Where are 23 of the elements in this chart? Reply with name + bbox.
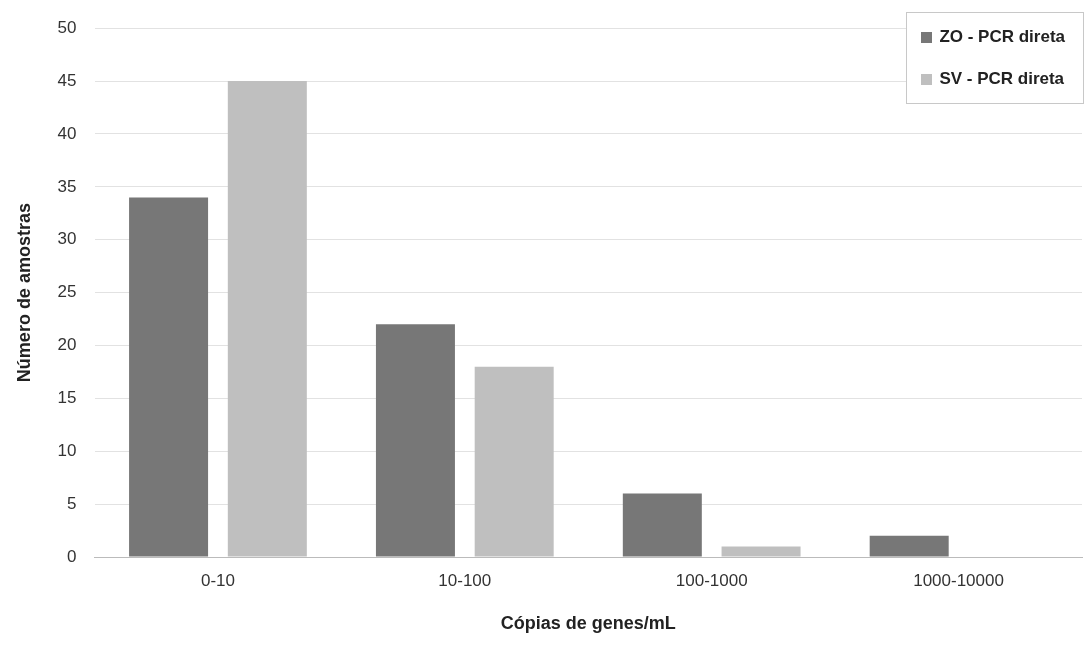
y-tick-label: 35 <box>57 176 77 196</box>
bar <box>129 197 209 557</box>
bar <box>622 493 702 557</box>
y-tick-label: 15 <box>57 388 77 408</box>
y-tick-label: 20 <box>57 335 77 355</box>
x-tick-label: 1000-10000 <box>913 570 1004 590</box>
y-tick-label: 5 <box>67 493 77 513</box>
bar <box>375 324 455 557</box>
x-tick-label: 10-100 <box>438 570 492 590</box>
y-tick-label: 25 <box>57 282 77 302</box>
y-tick-label: 0 <box>67 546 77 566</box>
y-tick-label: 10 <box>57 440 77 460</box>
y-tick-label: 40 <box>57 123 77 143</box>
legend-label: ZO - PCR direta <box>939 27 1065 47</box>
x-tick-label: 100-1000 <box>675 570 748 590</box>
legend-label: SV - PCR direta <box>939 69 1065 89</box>
y-tick-label: 45 <box>57 70 77 90</box>
bar <box>869 535 949 557</box>
y-tick-label: 30 <box>57 229 77 249</box>
y-axis-title: Número de amostras <box>13 203 34 383</box>
y-tick-label: 50 <box>57 17 77 37</box>
x-axis-title: Cópias de genes/mL <box>500 613 676 634</box>
x-tick-label: 0-10 <box>200 570 235 590</box>
